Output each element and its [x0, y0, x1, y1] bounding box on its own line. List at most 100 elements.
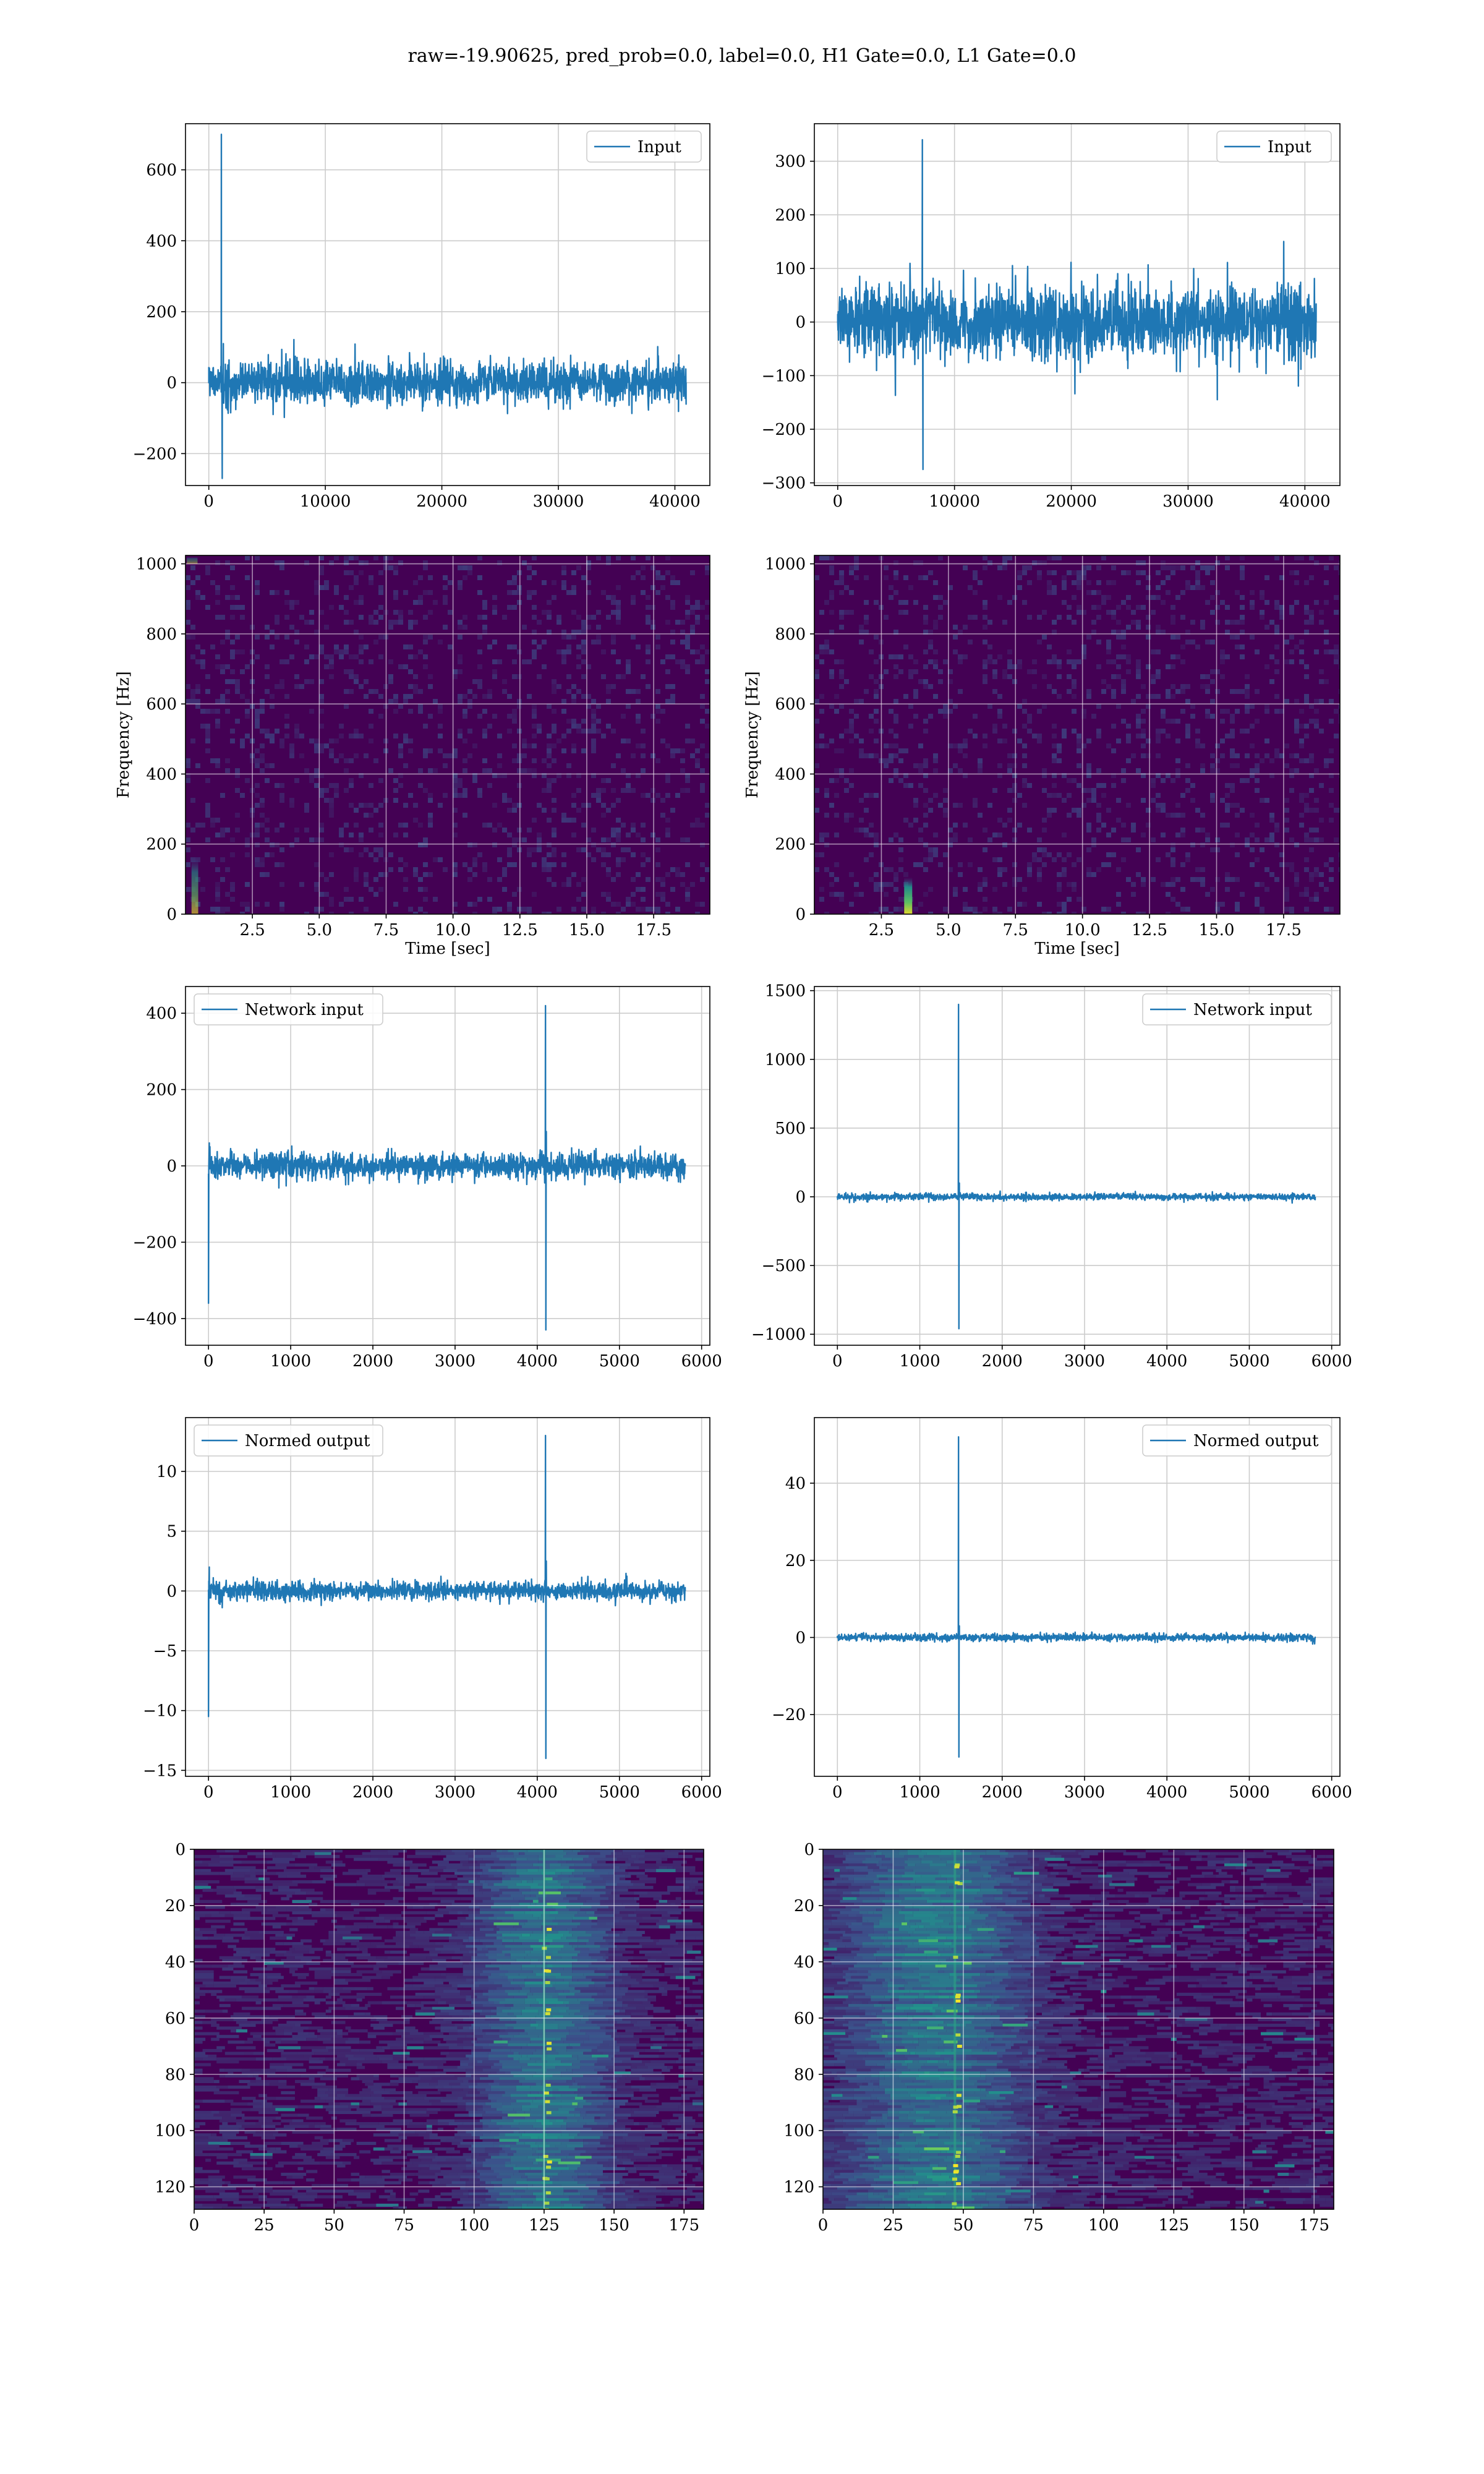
heatmap-streak	[631, 2012, 648, 2016]
x-axis-label: Time [sec]	[405, 940, 490, 958]
heatmap-cell	[512, 674, 517, 679]
heatmap-cell	[1240, 644, 1245, 649]
heatmap-streak	[378, 2040, 402, 2044]
heatmap-streak	[586, 1860, 597, 1864]
heatmap-cell	[294, 640, 299, 644]
heatmap-streak	[228, 1964, 245, 1968]
heatmap-streak	[384, 1959, 407, 1963]
heatmap-streak	[620, 2037, 639, 2041]
heatmap-cell	[581, 847, 586, 852]
heatmap-streak	[493, 2001, 500, 2005]
heatmap-cell	[542, 788, 547, 793]
heatmap-cell	[255, 719, 260, 724]
heatmap-cell	[1185, 734, 1190, 738]
heatmap-streak	[331, 2021, 346, 2024]
heatmap-cell	[359, 644, 364, 649]
heatmap-cell	[349, 783, 354, 788]
heatmap-cell	[190, 798, 195, 803]
heatmap-streak	[566, 2026, 578, 2030]
heatmap-streak	[211, 1925, 225, 1928]
heatmap-cell	[616, 833, 621, 837]
heatmap-cell	[1299, 798, 1304, 803]
heatmap-streak	[482, 1899, 494, 1903]
heatmap-cell	[665, 620, 670, 625]
heatmap-cell	[265, 729, 270, 734]
heatmap-cell	[621, 857, 626, 862]
legend-box	[586, 131, 702, 163]
heatmap-cell	[453, 778, 458, 783]
legend-label: Normed output	[245, 1432, 370, 1450]
heatmap-streak	[639, 2026, 657, 2030]
heatmap-streak	[566, 1905, 581, 1909]
heatmap-streak	[555, 1925, 578, 1928]
heatmap-cell	[1077, 605, 1081, 610]
heatmap-cell	[423, 872, 428, 877]
heatmap-cell	[606, 555, 611, 560]
heatmap-cell	[532, 590, 537, 595]
heatmap-cell	[1042, 635, 1047, 640]
heatmap-streak	[281, 2052, 298, 2055]
heatmap-cell	[1096, 590, 1101, 595]
heatmap-cell	[1106, 852, 1111, 857]
heatmap-cell	[908, 724, 913, 729]
heatmap-streak	[541, 1922, 553, 1926]
heatmap-streak	[552, 1886, 564, 1890]
heatmap-streak	[404, 1919, 427, 1923]
heatmap-cell	[1235, 763, 1240, 768]
heatmap-cell	[591, 709, 596, 714]
heatmap-cell	[948, 837, 953, 842]
heatmap-cell	[923, 763, 928, 768]
heatmap-cell	[1324, 862, 1329, 867]
heatmap-cell	[616, 902, 621, 907]
heatmap-cell	[230, 897, 235, 902]
heatmap-streak	[589, 2006, 609, 2010]
heatmap-streak	[488, 1990, 494, 1993]
heatmap-cell	[205, 565, 210, 570]
heatmap-cell	[542, 580, 547, 585]
heatmap-cell	[556, 615, 561, 620]
heatmap-cell	[690, 630, 695, 635]
heatmap-cell	[685, 773, 690, 778]
heatmap-cell	[220, 793, 225, 798]
heatmap-cell	[339, 902, 344, 907]
heatmap-streak	[527, 1992, 533, 1997]
heatmap-cell	[458, 699, 463, 704]
heatmap-cell	[403, 823, 408, 828]
heatmap-streak	[628, 1886, 654, 1890]
heatmap-streak	[644, 1953, 668, 1957]
heatmap-cell	[849, 610, 854, 615]
heatmap-streak	[502, 2010, 522, 2013]
heatmap-cell	[1062, 729, 1067, 734]
heatmap-cell	[933, 852, 938, 857]
heatmap-cell	[571, 630, 576, 635]
y-tick-label: 0	[166, 905, 177, 924]
heatmap-streak	[558, 1950, 581, 1954]
heatmap-cell	[339, 833, 344, 837]
heatmap-cell	[948, 828, 953, 833]
heatmap-streak	[516, 1868, 527, 1872]
heatmap-streak	[479, 1928, 494, 1932]
heatmap-cell	[646, 684, 650, 689]
heatmap-cell	[279, 798, 284, 803]
heatmap-cell	[1175, 595, 1180, 600]
heatmap-streak	[395, 2006, 404, 2010]
x-tick-label: 4000	[517, 1783, 558, 1802]
heatmap-streak	[420, 1877, 446, 1881]
heatmap-cell	[532, 758, 537, 763]
heatmap-cell	[1255, 689, 1260, 694]
heatmap-streak	[513, 2035, 539, 2039]
heatmap-streak	[532, 1899, 539, 1903]
heatmap-cell	[1200, 684, 1205, 689]
heatmap-streak	[488, 1987, 497, 1990]
heatmap-cell	[586, 615, 591, 620]
heatmap-cell	[314, 768, 319, 773]
heatmap-streak	[477, 1877, 503, 1881]
heatmap-cell	[438, 803, 443, 808]
heatmap-streak	[527, 1975, 547, 1979]
heatmap-streak	[614, 2037, 620, 2041]
heatmap-cell	[1081, 709, 1086, 714]
heatmap-streak	[572, 1967, 597, 1971]
heatmap-cell	[884, 743, 889, 748]
heatmap-streak	[194, 1992, 206, 1997]
